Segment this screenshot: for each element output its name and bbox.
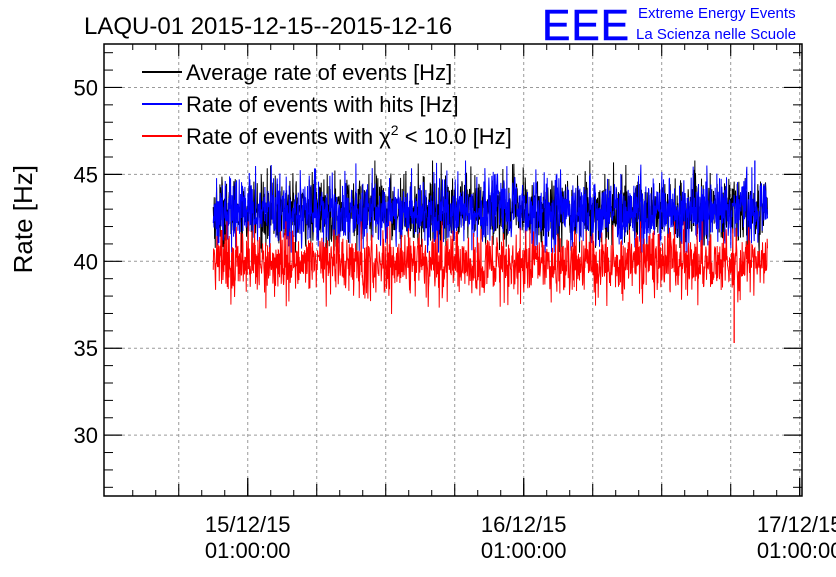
eee-logo-letters: EEE	[542, 1, 630, 50]
x-tick-label-time: 01:00:00	[481, 538, 567, 563]
plot-frame	[103, 43, 803, 497]
series-line	[212, 221, 768, 314]
legend-label-chi2-sup: 2	[391, 122, 399, 138]
legend-label-hits: Rate of events with hits [Hz]	[186, 92, 459, 117]
x-tick-label-time: 01:00:00	[205, 538, 291, 563]
legend: Average rate of events [Hz] Rate of even…	[142, 60, 512, 149]
eee-logo-line2: La Scienza nelle Scuole	[636, 26, 796, 43]
series-layer	[212, 160, 768, 344]
legend-label-chi2: Rate of events with χ2 < 10.0 [Hz]	[186, 122, 512, 149]
chart-title: LAQU-01 2015-12-15--2015-12-16	[84, 13, 452, 40]
y-tick-label: 50	[74, 75, 98, 100]
legend-label-chi2-prefix: Rate of events with	[186, 124, 379, 149]
axis-layer: 303540455015/12/1501:00:0016/12/1501:00:…	[74, 43, 836, 563]
x-tick-label-date: 17/12/15	[757, 512, 836, 537]
x-tick-label-time: 01:00:00	[757, 538, 836, 563]
legend-label-chi2-suffix: < 10.0 [Hz]	[399, 124, 512, 149]
y-tick-label: 40	[74, 249, 98, 274]
legend-label-average: Average rate of events [Hz]	[186, 60, 452, 85]
y-axis-label: Rate [Hz]	[8, 165, 38, 273]
series-line	[212, 160, 768, 253]
y-tick-label: 35	[74, 336, 98, 361]
legend-label-chi2-chi: χ	[379, 124, 391, 149]
eee-logo: EEE Extreme Energy Events La Scienza nel…	[542, 1, 796, 51]
x-tick-label-date: 15/12/15	[205, 512, 291, 537]
x-tick-label-date: 16/12/15	[481, 512, 567, 537]
y-tick-label: 30	[74, 423, 98, 448]
eee-logo-line1: Extreme Energy Events	[638, 5, 796, 22]
y-tick-label: 45	[74, 162, 98, 187]
